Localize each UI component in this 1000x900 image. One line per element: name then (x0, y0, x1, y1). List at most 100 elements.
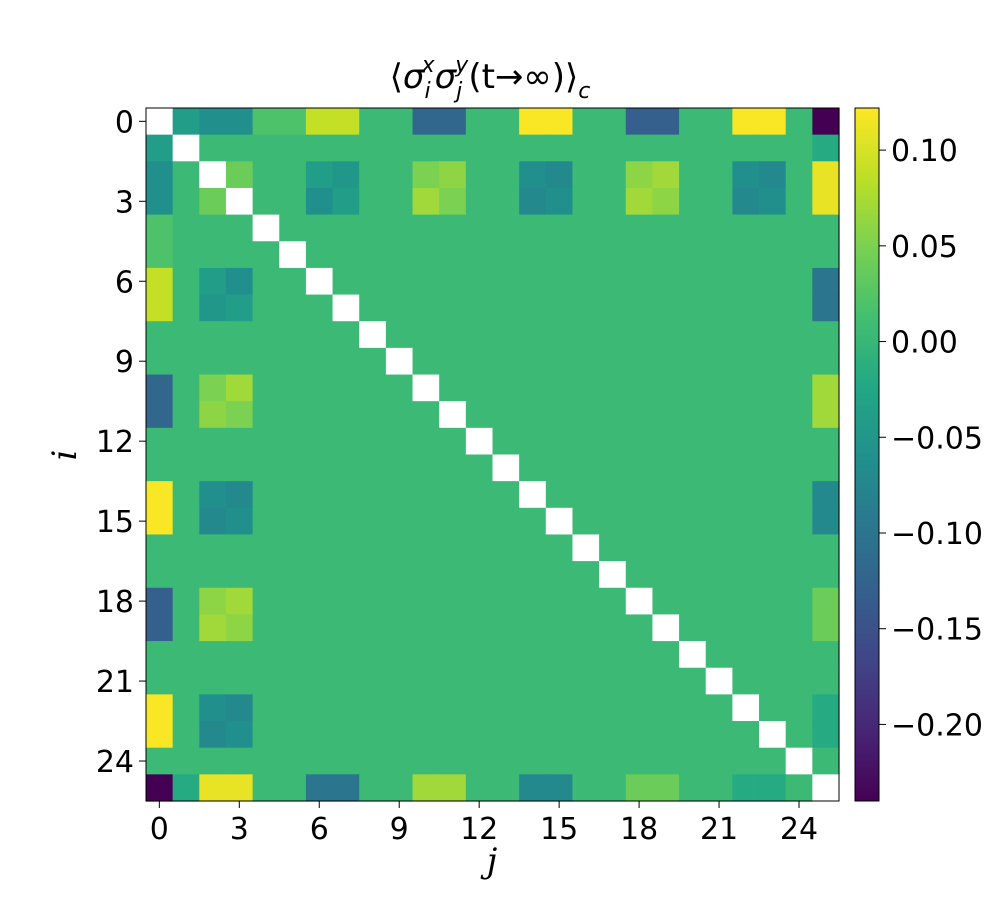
heatmap-cell (599, 267, 627, 296)
colorbar-ticks: 0.10 0.05 0.00 −0.05 −0.10 −0.15 −0.20 (879, 134, 983, 743)
heatmap-cell (705, 294, 733, 322)
heatmap-cell (332, 641, 360, 669)
heatmap-cell (812, 187, 840, 216)
heatmap-cell (545, 214, 574, 242)
heatmap-cell (572, 427, 600, 456)
heatmap-cell (732, 561, 760, 589)
heatmap-cell (146, 454, 174, 482)
heatmap-cell (385, 747, 414, 775)
heatmap-cell (572, 667, 600, 695)
heatmap-cell (785, 401, 813, 429)
heatmap-cell (305, 401, 334, 429)
heatmap-cell (279, 587, 307, 616)
heatmap-cell (599, 694, 627, 722)
heatmap-cell (759, 694, 787, 722)
heatmap-cell (225, 214, 254, 242)
heatmap-cell (519, 241, 547, 269)
heatmap-cell (385, 454, 414, 482)
heatmap-cell (439, 667, 467, 695)
heatmap-cell (332, 774, 360, 802)
heatmap-cell (146, 667, 174, 695)
heatmap-cell (225, 321, 254, 349)
heatmap-cell (359, 694, 387, 722)
heatmap-cell (599, 108, 627, 136)
heatmap-cell (519, 187, 547, 216)
heatmap-cell (279, 427, 307, 456)
heatmap-cell (812, 694, 840, 722)
heatmap-cell (572, 401, 600, 429)
heatmap-cell (759, 614, 787, 642)
heatmap-cell (679, 721, 707, 749)
heatmap-cell (465, 374, 494, 402)
heatmap-cell (385, 294, 414, 322)
heatmap-cell (599, 374, 627, 402)
heatmap-cell (625, 774, 654, 802)
colorbar-tick-label: 0.00 (891, 326, 958, 361)
heatmap-cell (572, 241, 600, 269)
heatmap-cell (305, 507, 334, 536)
x-tick-label: 9 (390, 812, 409, 847)
heatmap-cell (759, 161, 787, 189)
heatmap-cell (332, 267, 360, 296)
y-tick-label: 18 (96, 585, 134, 620)
heatmap-cell (785, 214, 813, 242)
heatmap-cell-blank (412, 374, 440, 402)
heatmap-cell (785, 507, 813, 536)
heatmap-cell (385, 641, 414, 669)
heatmap-cell (625, 241, 654, 269)
heatmap-cell (146, 347, 174, 376)
heatmap-cell (359, 641, 387, 669)
heatmap-cell (279, 294, 307, 322)
heatmap-cell (305, 534, 334, 562)
heatmap-cell (759, 347, 787, 376)
heatmap-cell (599, 161, 627, 189)
heatmap-cell (679, 187, 707, 216)
heatmap-cell (572, 774, 600, 802)
heatmap-cell (492, 321, 520, 349)
heatmap-cell (572, 481, 600, 509)
heatmap-cell (812, 267, 840, 296)
heatmap-cell (652, 694, 680, 722)
heatmap-cell-blank (545, 507, 574, 536)
heatmap-cell (172, 214, 200, 242)
heatmap-cell (625, 641, 654, 669)
heatmap-cell (812, 614, 840, 642)
heatmap-cell (385, 427, 414, 456)
heatmap-cell (146, 161, 174, 189)
heatmap-cell (199, 214, 227, 242)
heatmap-cell (385, 614, 414, 642)
heatmap-cell (572, 374, 600, 402)
heatmap-cell (679, 481, 707, 509)
heatmap-cell (679, 614, 707, 642)
heatmap-cell-blank (785, 747, 813, 775)
heatmap-cell (519, 747, 547, 775)
heatmap-cell (439, 161, 467, 189)
heatmap-cell (225, 614, 254, 642)
heatmap-cell (385, 161, 414, 189)
heatmap-cell (199, 134, 227, 162)
heatmap-cell (252, 641, 280, 669)
heatmap-cell (439, 614, 467, 642)
heatmap-cell (599, 721, 627, 749)
heatmap-cell (359, 134, 387, 162)
heatmap-cell (305, 561, 334, 589)
heatmap-cell (652, 454, 680, 482)
heatmap-cell (199, 561, 227, 589)
heatmap-cell (545, 347, 574, 376)
heatmap-cell (252, 427, 280, 456)
heatmap-cell (252, 587, 280, 616)
heatmap-cell (465, 534, 494, 562)
x-tick-label: 18 (620, 812, 658, 847)
heatmap-cell (279, 561, 307, 589)
heatmap-cell-blank (732, 694, 760, 722)
heatmap-cell (812, 481, 840, 509)
heatmap-cell (705, 108, 733, 136)
heatmap-cell (199, 481, 227, 509)
heatmap-cell (412, 241, 440, 269)
heatmap-cell (705, 747, 733, 775)
heatmap-cell (679, 534, 707, 562)
heatmap-cell (359, 747, 387, 775)
heatmap-cell (225, 747, 254, 775)
heatmap-cell (599, 294, 627, 322)
heatmap-cell (679, 667, 707, 695)
